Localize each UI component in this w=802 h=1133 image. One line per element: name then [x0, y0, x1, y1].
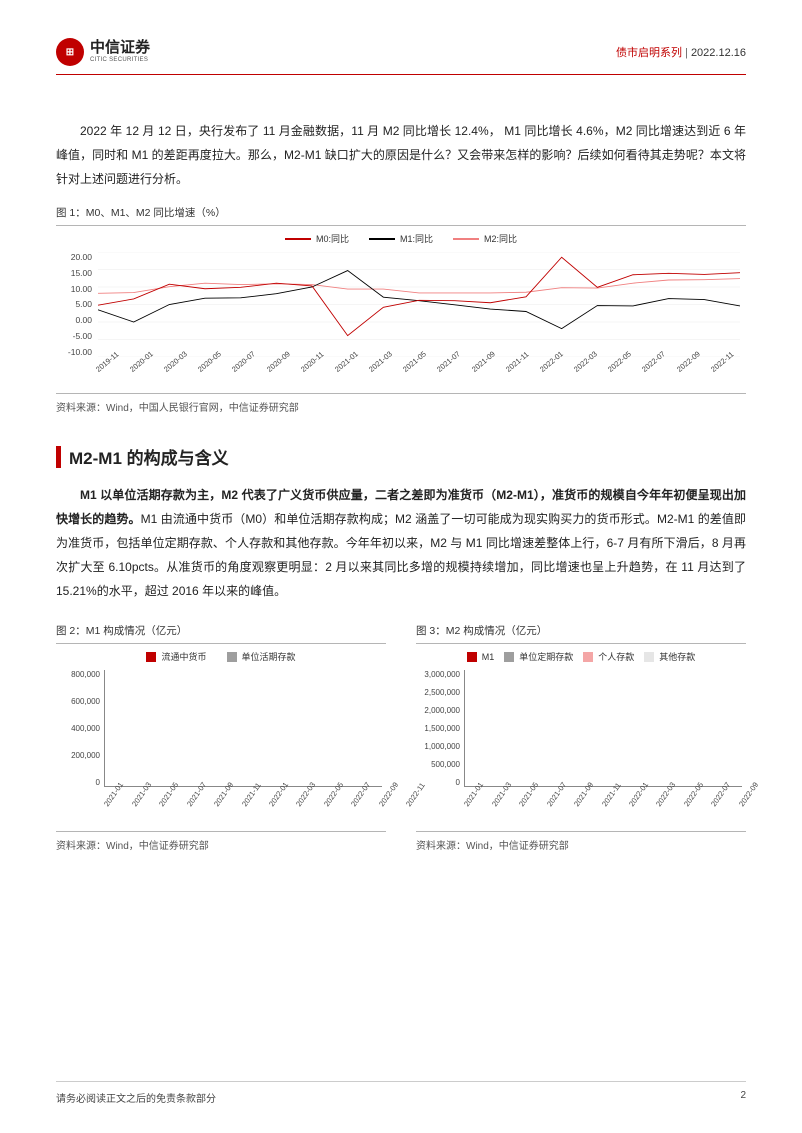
figure2-xaxis: 2021-012021-032021-052021-072021-092021-… [104, 791, 382, 827]
footer-disclaimer: 请务必阅读正文之后的免责条款部分 [56, 1090, 216, 1105]
figure3-plot [464, 670, 742, 787]
logo-text: 中信证券 CITIC SECURITIES [90, 40, 150, 63]
figure1-plot [98, 252, 740, 357]
figure1-yaxis: 20.0015.0010.005.000.00-5.00-10.00 [56, 252, 92, 357]
figure2-column: 图 2：M1 构成情况（亿元） 流通中货币单位活期存款 800,000600,0… [56, 623, 386, 852]
logo-cn: 中信证券 [90, 40, 150, 57]
section-title: M2-M1 的构成与含义 [69, 444, 229, 469]
section-bar-icon [56, 446, 61, 468]
section-body: M1 以单位活期存款为主，M2 代表了广义货币供应量，二者之差即为准货币（M2-… [56, 483, 746, 603]
intro-paragraph: 2022 年 12 月 12 日，央行发布了 11 月金融数据，11 月 M2 … [56, 119, 746, 191]
figure2-legend: 流通中货币单位活期存款 [56, 650, 386, 663]
figure3-column: 图 3：M2 构成情况（亿元） M1单位定期存款个人存款其他存款 3,000,0… [416, 623, 746, 852]
figure2-source: 资料来源：Wind，中信证券研究部 [56, 831, 386, 852]
figure1-caption: 图 1：M0、M1、M2 同比增速（%） [56, 205, 746, 226]
header-meta: 债市启明系列 | 2022.12.16 [616, 44, 746, 60]
figure3-caption: 图 3：M2 构成情况（亿元） [416, 623, 746, 644]
page-footer: 请务必阅读正文之后的免责条款部分 2 [56, 1081, 746, 1105]
figure2-chart: 流通中货币单位活期存款 800,000600,000400,000200,000… [56, 650, 386, 825]
page-header: ⊞ 中信证券 CITIC SECURITIES 债市启明系列 | 2022.12… [56, 38, 746, 75]
figure3-yaxis: 3,000,0002,500,0002,000,0001,500,0001,00… [416, 670, 460, 787]
figure1-xaxis: 2019-112020-012020-032020-052020-072020-… [98, 361, 740, 389]
figures-row: 图 2：M1 构成情况（亿元） 流通中货币单位活期存款 800,000600,0… [56, 623, 746, 852]
figure3-xaxis: 2021-012021-032021-052021-072021-092021-… [464, 791, 742, 827]
page-number: 2 [740, 1090, 746, 1105]
series-name: 债市启明系列 [616, 47, 682, 59]
report-date: 2022.12.16 [691, 47, 746, 59]
figure1-legend: M0:同比M1:同比M2:同比 [56, 232, 746, 245]
figure2-yaxis: 800,000600,000400,000200,0000 [56, 670, 100, 787]
figure2-caption: 图 2：M1 构成情况（亿元） [56, 623, 386, 644]
figure1-chart: M0:同比M1:同比M2:同比 20.0015.0010.005.000.00-… [56, 232, 746, 387]
figure3-legend: M1单位定期存款个人存款其他存款 [416, 650, 746, 663]
figure2-plot [104, 670, 382, 787]
figure3-source: 资料来源：Wind，中信证券研究部 [416, 831, 746, 852]
figure3-chart: M1单位定期存款个人存款其他存款 3,000,0002,500,0002,000… [416, 650, 746, 825]
logo-icon: ⊞ [56, 38, 84, 66]
logo: ⊞ 中信证券 CITIC SECURITIES [56, 38, 150, 66]
figure1-source: 资料来源：Wind，中国人民银行官网，中信证券研究部 [56, 393, 746, 414]
section-body-rest: M1 由流通中货币（M0）和单位活期存款构成；M2 涵盖了一切可能成为现实购买力… [56, 512, 746, 598]
logo-en: CITIC SECURITIES [90, 57, 150, 64]
section-header: M2-M1 的构成与含义 [56, 444, 746, 469]
